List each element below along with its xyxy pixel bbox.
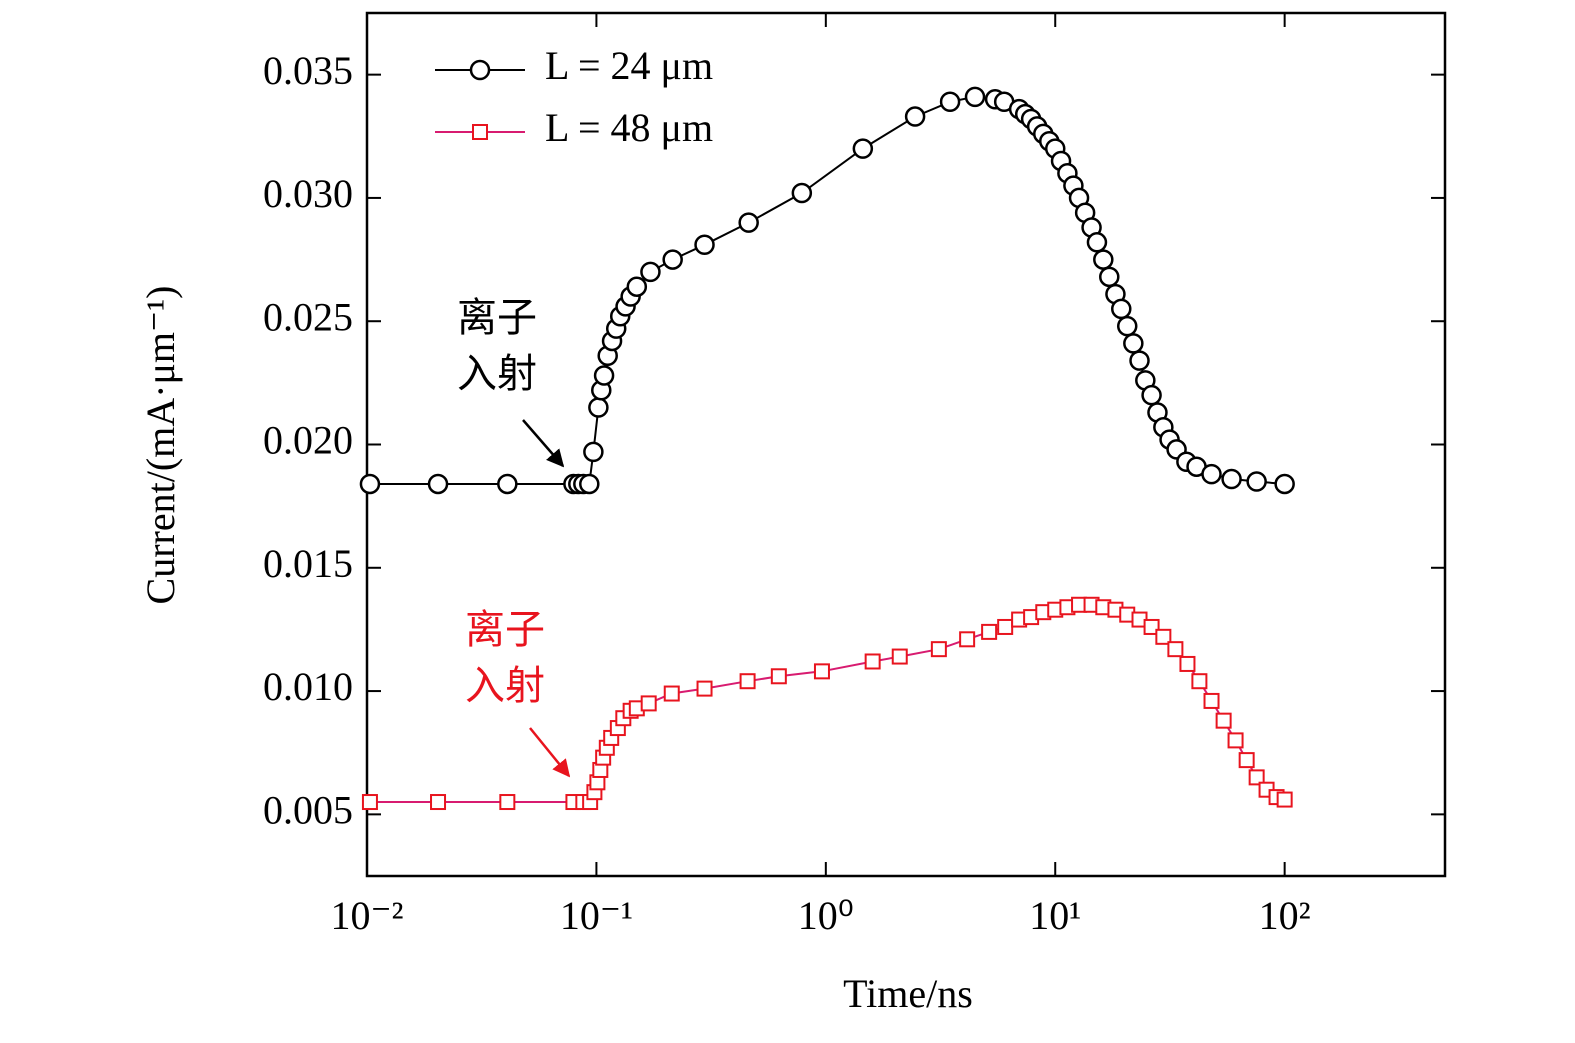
marker bbox=[1155, 628, 1172, 645]
marker bbox=[864, 653, 881, 670]
marker bbox=[583, 441, 604, 463]
marker bbox=[1238, 752, 1255, 769]
marker bbox=[1123, 333, 1144, 354]
annotation-text: 入射 bbox=[465, 663, 545, 708]
marker bbox=[1203, 692, 1220, 709]
marker bbox=[640, 695, 657, 712]
marker bbox=[497, 473, 518, 495]
marker bbox=[1129, 350, 1150, 371]
x-tick-label: 10⁰ bbox=[798, 893, 854, 938]
x-tick-label: 10⁻² bbox=[330, 893, 403, 938]
annotation-text: 入射 bbox=[457, 351, 537, 396]
marker bbox=[588, 397, 609, 418]
marker bbox=[696, 680, 713, 697]
x-tick-label: 10² bbox=[1259, 893, 1311, 938]
y-tick-label: 0.015 bbox=[263, 541, 353, 586]
marker bbox=[852, 138, 874, 159]
marker bbox=[1099, 266, 1120, 288]
marker bbox=[626, 276, 648, 297]
marker bbox=[359, 473, 381, 495]
marker bbox=[964, 86, 986, 108]
legend-label: L = 48 μm bbox=[545, 105, 713, 150]
marker bbox=[1167, 641, 1184, 658]
marker bbox=[959, 631, 976, 648]
marker bbox=[1227, 732, 1244, 749]
marker bbox=[640, 261, 661, 283]
marker bbox=[738, 212, 759, 233]
legend-label: L = 24 μm bbox=[545, 43, 713, 88]
marker bbox=[1274, 473, 1295, 495]
marker bbox=[1276, 791, 1293, 808]
y-tick-label: 0.010 bbox=[263, 664, 353, 709]
marker bbox=[791, 182, 813, 204]
marker bbox=[813, 663, 830, 680]
marker bbox=[997, 618, 1014, 635]
marker bbox=[1086, 232, 1108, 253]
marker bbox=[361, 794, 378, 811]
marker bbox=[499, 794, 516, 811]
marker bbox=[981, 623, 998, 640]
annotation-arrow bbox=[522, 419, 565, 468]
legend-marker bbox=[469, 59, 491, 81]
marker bbox=[663, 685, 680, 702]
marker bbox=[593, 365, 615, 386]
marker bbox=[1221, 468, 1242, 490]
marker bbox=[1246, 471, 1267, 492]
marker bbox=[930, 641, 947, 658]
marker bbox=[1191, 673, 1208, 690]
marker bbox=[430, 794, 447, 811]
marker bbox=[1093, 249, 1114, 270]
x-tick-label: 10⁻¹ bbox=[560, 893, 633, 938]
x-axis-label: Time/ns bbox=[843, 971, 973, 1016]
marker bbox=[1141, 384, 1162, 406]
marker bbox=[694, 234, 715, 256]
marker bbox=[427, 473, 449, 495]
marker bbox=[1116, 315, 1138, 337]
marker bbox=[1201, 463, 1222, 485]
marker bbox=[1215, 712, 1232, 729]
marker bbox=[770, 668, 787, 685]
marker bbox=[939, 91, 961, 113]
marker bbox=[1111, 298, 1132, 320]
x-tick-label: 10¹ bbox=[1029, 893, 1081, 938]
y-tick-label: 0.005 bbox=[263, 788, 353, 833]
marker bbox=[662, 249, 683, 270]
series-line bbox=[369, 95, 1285, 485]
marker bbox=[1179, 655, 1196, 672]
annotation-text: 离子 bbox=[457, 295, 537, 340]
plot-frame bbox=[365, 11, 1447, 878]
y-tick-label: 0.020 bbox=[263, 418, 353, 463]
marker bbox=[891, 648, 908, 665]
marker bbox=[739, 673, 756, 690]
annotation-text: 离子 bbox=[465, 607, 545, 652]
marker bbox=[1143, 618, 1160, 635]
y-axis-label: Current/(mA·μm⁻¹) bbox=[138, 286, 183, 605]
y-tick-label: 0.035 bbox=[263, 48, 353, 93]
y-tick-label: 0.025 bbox=[263, 294, 353, 339]
marker bbox=[1248, 769, 1265, 786]
annotation-arrow bbox=[529, 727, 571, 778]
legend-marker bbox=[472, 124, 488, 140]
marker bbox=[579, 473, 600, 495]
y-tick-label: 0.030 bbox=[263, 171, 353, 216]
marker bbox=[904, 106, 926, 127]
